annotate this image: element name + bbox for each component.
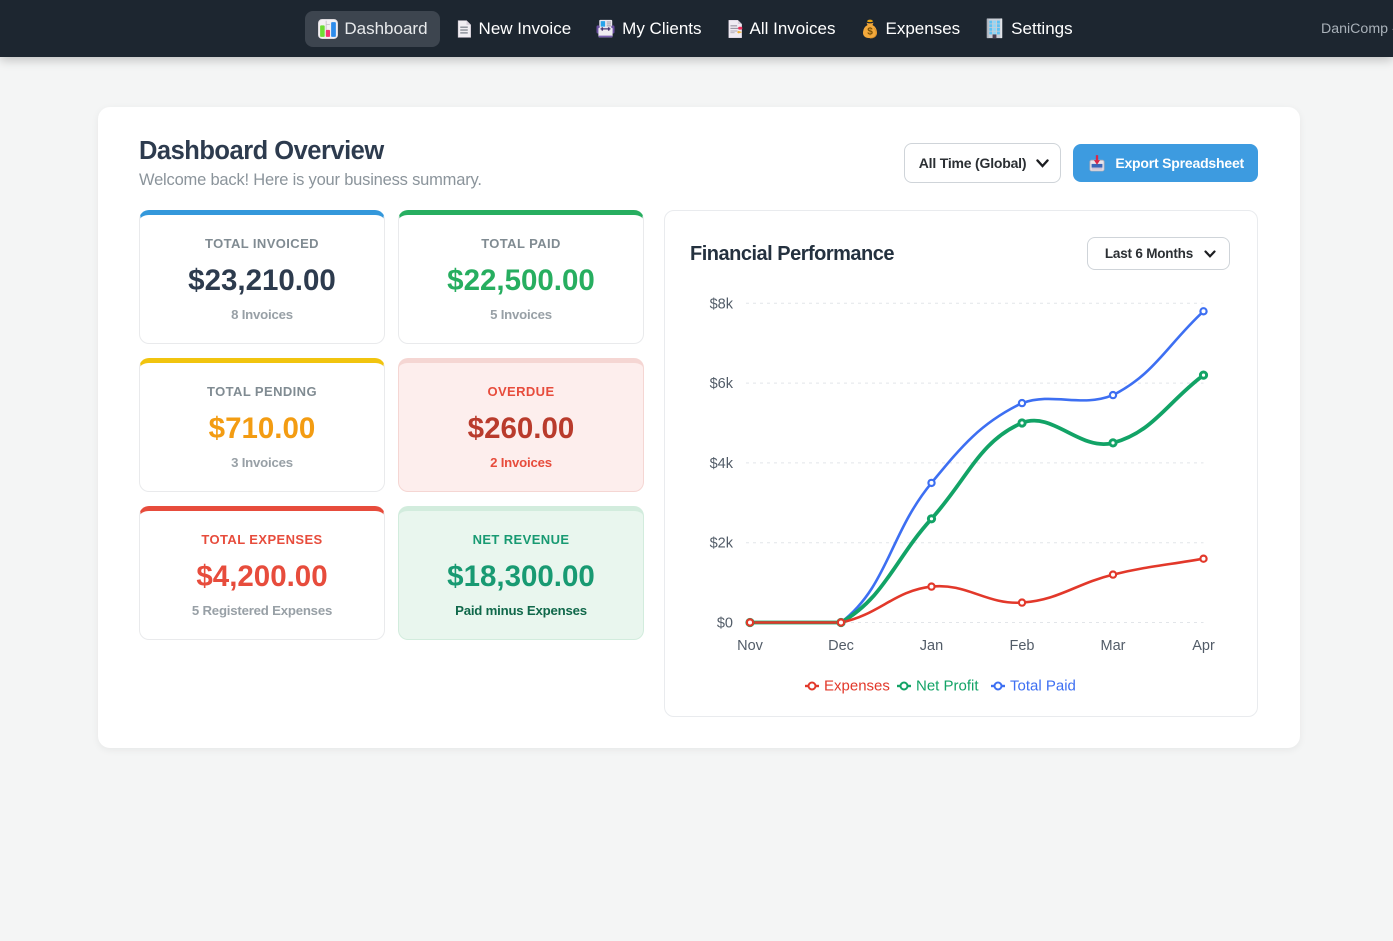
svg-text:Net Profit: Net Profit	[916, 678, 979, 695]
svg-text:$8k: $8k	[710, 296, 734, 312]
svg-text:$4k: $4k	[710, 456, 734, 472]
svg-text:Apr: Apr	[1192, 638, 1215, 654]
svg-text:Mar: Mar	[1101, 638, 1126, 654]
svg-text:$2k: $2k	[710, 536, 734, 552]
svg-text:Jan: Jan	[920, 638, 943, 654]
svg-text:Expenses: Expenses	[824, 678, 890, 695]
svg-text:Dec: Dec	[828, 638, 854, 654]
svg-text:Nov: Nov	[737, 638, 764, 654]
svg-text:$6k: $6k	[710, 376, 734, 392]
svg-text:Feb: Feb	[1010, 638, 1035, 654]
svg-text:$: $	[867, 26, 873, 37]
svg-text:Total Paid: Total Paid	[1010, 678, 1076, 695]
svg-text:$0: $0	[717, 616, 733, 632]
